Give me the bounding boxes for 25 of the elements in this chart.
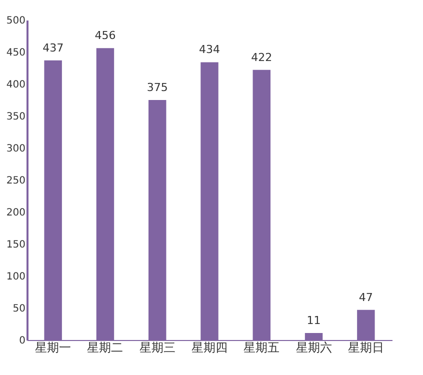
y-tick-label: 450 [6, 48, 26, 58]
y-tick-label: 400 [6, 80, 26, 90]
y-tick-label: 250 [6, 176, 26, 186]
y-tick-label: 50 [12, 304, 26, 314]
x-tick-label: 星期二 [87, 340, 124, 354]
x-tick-label: 星期四 [192, 340, 228, 354]
data-label: 437 [42, 41, 64, 54]
data-label: 434 [199, 43, 220, 56]
y-tick-label: 200 [6, 208, 26, 218]
y-tick-label: 500 [6, 16, 26, 26]
y-tick-label: 350 [6, 112, 26, 122]
data-label: 456 [94, 29, 116, 42]
data-label: 422 [251, 50, 272, 64]
y-tick-label: 100 [6, 272, 26, 282]
x-tick-label: 星期日 [348, 340, 384, 354]
y-tick-label: 0 [19, 336, 26, 346]
x-tick-label: 星期一 [35, 340, 72, 354]
data-label: 11 [306, 314, 321, 327]
data-label: 47 [358, 290, 373, 304]
x-tick-label: 星期六 [296, 340, 332, 354]
x-tick-label: 星期五 [244, 340, 280, 354]
y-tick-label: 150 [6, 240, 26, 250]
x-tick-label: 星期三 [139, 340, 176, 354]
data-label: 375 [146, 81, 168, 94]
y-tick-label: 300 [6, 144, 26, 154]
